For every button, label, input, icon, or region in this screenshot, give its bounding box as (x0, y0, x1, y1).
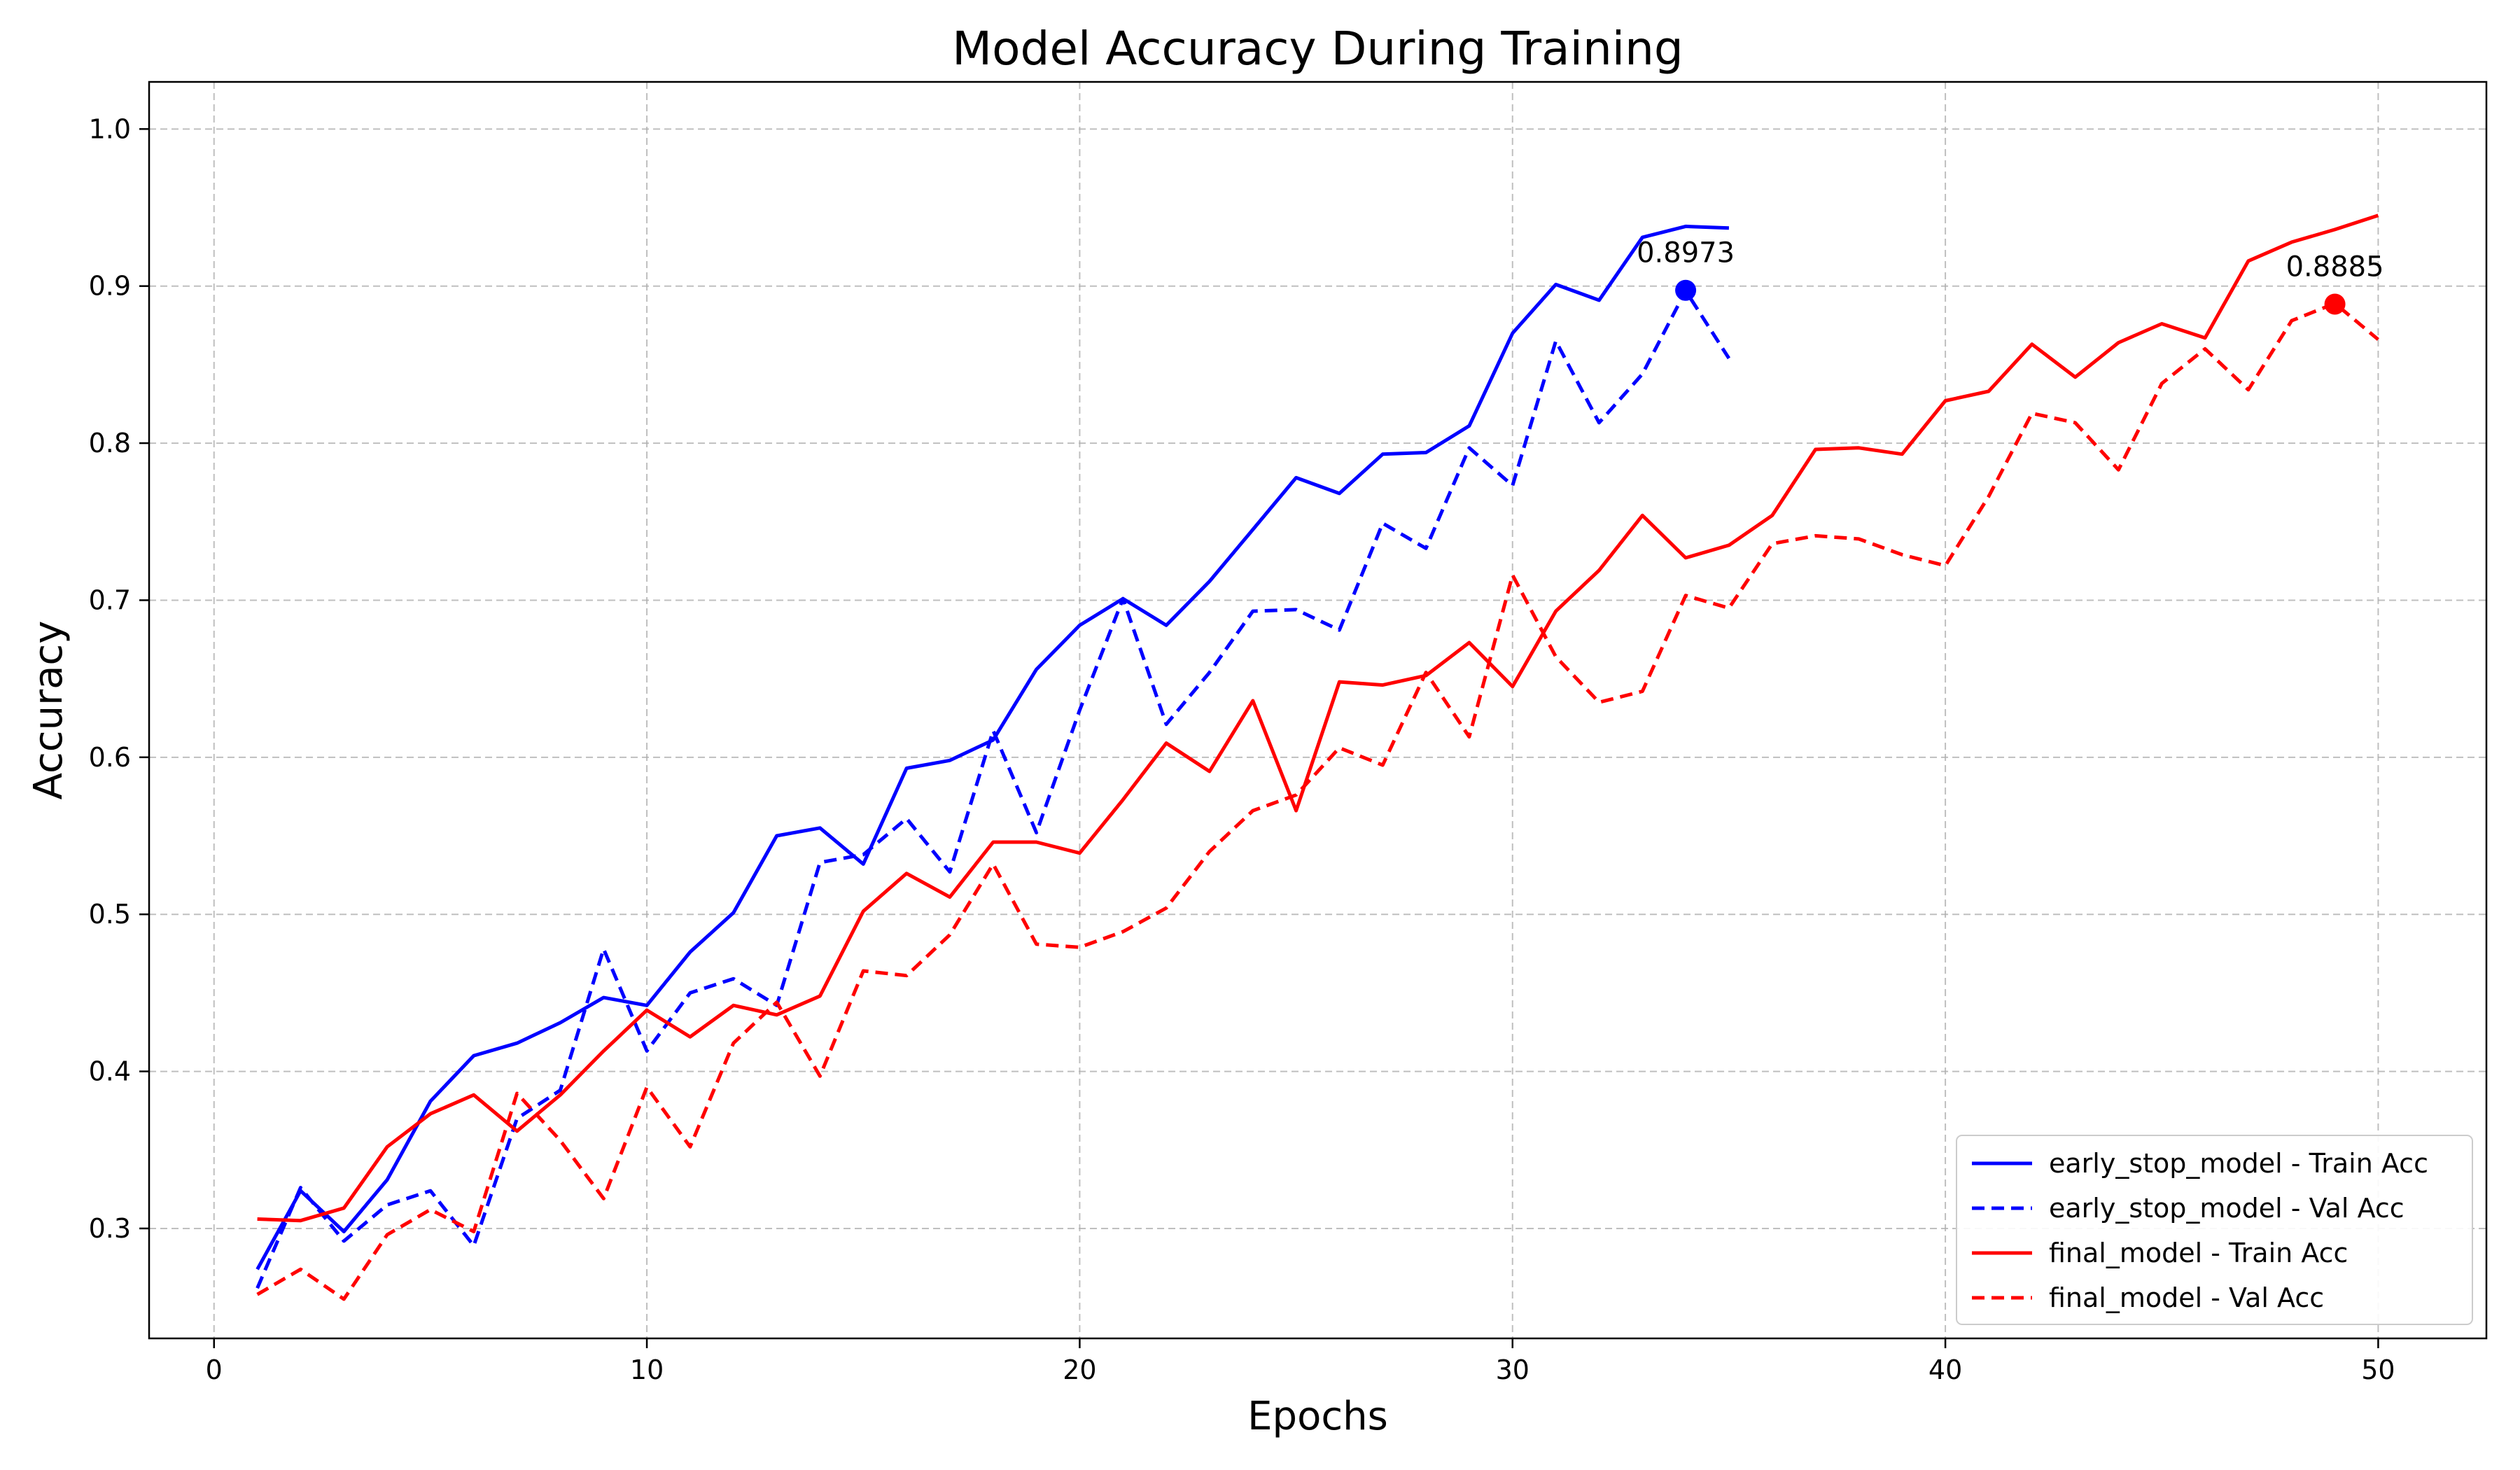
legend-label: early_stop_model - Train Acc (2049, 1148, 2428, 1179)
series-line-0 (255, 224, 1729, 1270)
y-tick-label: 0.7 (89, 584, 131, 615)
y-tick-label: 0.3 (89, 1213, 131, 1244)
legend-label: final_model - Train Acc (2049, 1238, 2348, 1268)
legend-box (1956, 1135, 2473, 1325)
y-tick-label: 0.4 (89, 1056, 131, 1087)
series-line-1 (255, 288, 1731, 1289)
x-axis-ticks: 0 10 20 30 40 50 (206, 1338, 2395, 1385)
y-tick-label: 0.5 (89, 899, 131, 930)
best-val-marker (2324, 293, 2346, 315)
series-line-3 (256, 301, 2380, 1301)
y-axis-title: Accuracy (26, 621, 71, 800)
best-val-label: 0.8973 (1637, 237, 1735, 270)
chart-title: Model Accuracy During Training (952, 22, 1684, 76)
x-tick-label: 0 (206, 1354, 223, 1385)
legend: early_stop_model - Train Acc early_stop_m… (1956, 1135, 2473, 1325)
x-tick-label: 40 (1928, 1354, 1962, 1385)
y-tick-label: 1.0 (89, 113, 131, 144)
legend-entries: early_stop_model - Train Acc early_stop_m… (1972, 1148, 2428, 1313)
y-axis-ticks: 0.3 0.4 0.5 0.6 0.7 0.8 0.9 1.0 (89, 113, 149, 1244)
x-axis-title: Epochs (1247, 1394, 1388, 1439)
best-val-label: 0.8885 (2286, 251, 2384, 283)
x-tick-label: 10 (630, 1354, 664, 1385)
annotations: 0.8973 0.8885 (1637, 237, 2384, 315)
x-tick-label: 50 (2361, 1354, 2395, 1385)
series-lines (255, 214, 2380, 1301)
best-val-marker (1675, 279, 1697, 301)
x-tick-label: 30 (1496, 1354, 1530, 1385)
series-line-2 (257, 214, 2379, 1223)
y-tick-label: 0.8 (89, 428, 131, 458)
y-tick-label: 0.9 (89, 271, 131, 302)
legend-label: early_stop_model - Val Acc (2049, 1193, 2404, 1224)
x-tick-label: 20 (1063, 1354, 1096, 1385)
legend-label: final_model - Val Acc (2049, 1282, 2324, 1313)
y-tick-label: 0.6 (89, 742, 131, 773)
plot-area-frame (148, 80, 2488, 1340)
